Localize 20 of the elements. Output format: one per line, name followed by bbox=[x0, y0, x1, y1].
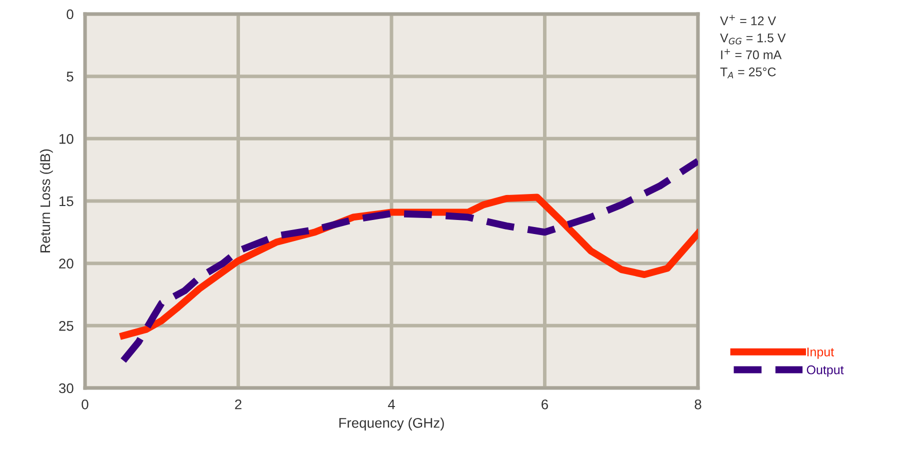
text: Input bbox=[807, 348, 834, 359]
x-tick-label: 2 bbox=[235, 399, 242, 410]
text: T$_{A}$ = 25°C bbox=[720, 67, 776, 78]
text: V$_{GG}$ = 1.5 V bbox=[720, 34, 786, 44]
text: V$^{+}$ = 12 V bbox=[720, 14, 776, 26]
y-tick-label: 25 bbox=[59, 321, 74, 331]
y-tick-label: 30 bbox=[58, 383, 74, 394]
y-tick-label: 15 bbox=[60, 196, 74, 206]
x-axis-title: Frequency (GHz) bbox=[339, 418, 444, 431]
y-tick-label: 0 bbox=[66, 9, 74, 20]
x-tick-label: 6 bbox=[542, 399, 548, 410]
text: Output bbox=[806, 365, 844, 377]
y-tick-label: 10 bbox=[60, 134, 74, 144]
y-tick-label: 5 bbox=[66, 72, 74, 82]
x-tick-label: 0 bbox=[82, 399, 88, 410]
y-tick-label: 20 bbox=[59, 258, 74, 269]
text: I$^{+}$ = 70 mA bbox=[721, 48, 782, 60]
y-axis-title: Return Loss (dB) bbox=[40, 149, 53, 252]
x-tick-label: 8 bbox=[694, 399, 702, 410]
x-tick-label: 4 bbox=[388, 400, 395, 410]
